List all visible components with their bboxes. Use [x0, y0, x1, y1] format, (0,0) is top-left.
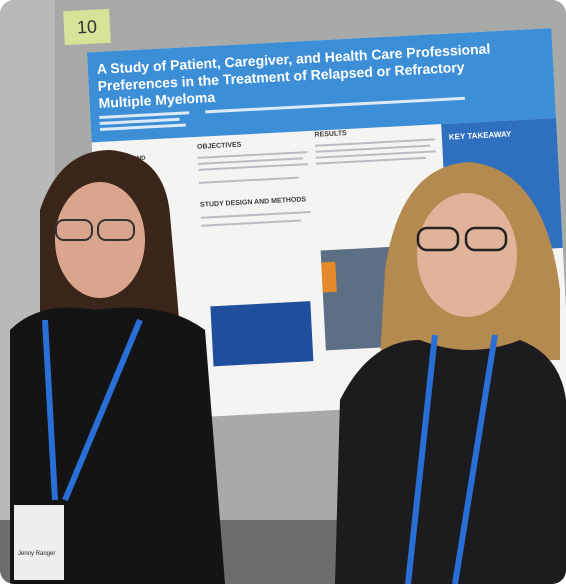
text-line	[197, 157, 303, 165]
text-line	[197, 151, 308, 159]
text-line	[315, 150, 436, 159]
text-line	[99, 117, 180, 125]
face	[55, 182, 145, 298]
text-line	[99, 111, 190, 119]
badge-name: Jenny Ranger	[18, 551, 55, 557]
table-cell	[321, 261, 337, 293]
poster-title: Multiple Myeloma	[98, 89, 216, 111]
glasses	[416, 226, 460, 252]
text-line	[198, 163, 309, 171]
text-line	[201, 219, 302, 227]
section-heading: RESULTS	[314, 130, 347, 139]
board-number: 10	[76, 16, 97, 37]
text-line	[200, 211, 311, 219]
glasses	[464, 226, 508, 252]
section-heading: OBJECTIVES	[197, 142, 242, 151]
text-line	[99, 123, 186, 131]
lanyard	[42, 318, 143, 502]
badge	[14, 505, 64, 580]
lanyard	[405, 334, 498, 584]
jacket	[335, 340, 566, 584]
methods-graphic	[210, 301, 314, 367]
glasses	[97, 219, 135, 241]
text-line	[316, 156, 426, 165]
number-card	[63, 8, 111, 46]
text-line	[205, 96, 465, 114]
poster-header	[86, 28, 557, 143]
text-line	[315, 138, 436, 147]
person-right	[335, 162, 566, 584]
person-left: Jenny Ranger	[10, 150, 225, 584]
face	[417, 193, 517, 317]
section-heading: KEY TAKEAWAY	[449, 129, 513, 141]
glasses	[55, 219, 93, 241]
text-line	[198, 176, 299, 184]
text-line	[315, 144, 431, 153]
